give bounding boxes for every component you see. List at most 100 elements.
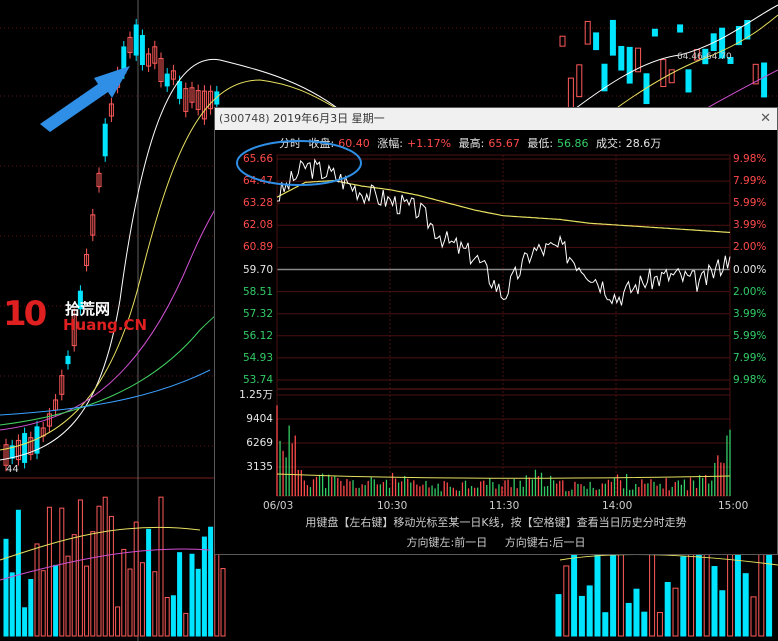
bg-candle <box>601 63 608 92</box>
watermark-logo: 10 拾荒网 Huang.CN <box>3 294 147 344</box>
bg-candle <box>719 27 726 59</box>
bg-volume-bar <box>53 564 59 637</box>
bg-candle <box>660 59 667 88</box>
percent-tick-label: 3.99% <box>733 307 767 320</box>
bg-candle <box>127 36 133 54</box>
bg-candle <box>744 20 751 40</box>
change-value: +1.17% <box>406 137 452 150</box>
bg-volume-bar <box>102 496 108 637</box>
bg-volume-bar <box>750 596 757 637</box>
bottom-left-number: 44 <box>6 464 19 475</box>
bg-candle <box>668 69 675 84</box>
stock-code: (300748) <box>219 112 270 125</box>
watermark-en: Huang.CN <box>63 316 148 334</box>
bg-candle <box>121 46 127 74</box>
price-tick-label: 63.28 <box>242 197 273 210</box>
bg-candle <box>158 58 164 82</box>
bg-volume-bar <box>711 566 718 637</box>
bg-candle <box>22 433 28 463</box>
bg-candle <box>761 62 768 98</box>
price-tick-label: 62.08 <box>242 219 273 232</box>
bg-volume-bar <box>220 568 226 637</box>
bg-volume-bar <box>586 585 593 637</box>
bg-candle <box>177 81 183 99</box>
percent-tick-label: 0.00% <box>733 263 767 276</box>
bg-candle <box>609 19 616 56</box>
bg-volume-bar <box>59 507 65 637</box>
bg-volume-bar <box>183 612 189 637</box>
bg-candle <box>3 444 9 466</box>
volume-ma-line <box>276 473 731 479</box>
bg-candle <box>593 32 600 51</box>
footer-hint: 用键盘【左右键】移动光标至某一日K线，按【空格键】查看当日历史分时走势 <box>305 516 687 529</box>
bg-candle <box>77 290 83 310</box>
bg-volume-bar <box>177 552 183 637</box>
percent-tick-label: 7.99% <box>733 175 767 188</box>
close-icon[interactable]: ✕ <box>760 111 771 126</box>
bg-volume-bar <box>77 499 83 637</box>
bg-volume-bar <box>641 611 648 637</box>
bg-candle <box>735 26 742 46</box>
price-tick-label: 54.93 <box>242 351 273 364</box>
bg-candle <box>189 87 195 103</box>
bg-volume-bar <box>201 536 207 637</box>
bg-volume-bar <box>164 597 170 637</box>
price-tick-label: 64.47 <box>242 175 273 188</box>
bg-volume-bar <box>22 607 28 637</box>
percent-tick-label: 2.00% <box>733 241 767 254</box>
volume-tick-label: 9404 <box>246 413 273 425</box>
bg-price-readout: 64.46-64.70 <box>677 52 732 62</box>
price-tick-label: 65.66 <box>242 153 273 165</box>
bg-candle <box>576 64 583 98</box>
bg-volume-bar <box>34 543 40 637</box>
bg-volume-bar <box>664 582 671 637</box>
bg-volume-bar <box>158 496 164 637</box>
bg-ma-line <box>559 4 778 121</box>
low-value: 56.86 <box>557 137 589 150</box>
bg-volume-bar <box>563 565 570 637</box>
bg-candle <box>201 90 207 120</box>
bg-ma-line <box>0 369 211 416</box>
bg-volume-bar <box>40 570 46 637</box>
time-tick-label: 14:00 <box>602 500 633 512</box>
bg-candle <box>170 70 176 80</box>
bg-candle <box>15 439 21 461</box>
price-line <box>276 158 731 306</box>
bg-candle <box>584 20 591 45</box>
label-high: 最高: <box>458 137 485 150</box>
bg-volume-bar <box>602 612 609 637</box>
price-tick-label: 60.89 <box>242 241 273 254</box>
bg-candle <box>618 45 625 71</box>
bg-candle <box>677 24 684 33</box>
bg-volume-bar <box>71 534 77 637</box>
bg-candle <box>133 24 139 56</box>
popup-weekday: 星期一 <box>351 112 385 125</box>
bg-volume-bar <box>121 548 127 637</box>
bg-candle <box>752 63 759 85</box>
bg-volume-ma <box>0 548 211 581</box>
bg-candle <box>90 214 96 236</box>
footer-nav: 方向键左:前一日 方向键右:后一日 <box>215 534 777 550</box>
bg-candle <box>567 77 574 111</box>
bg-candle <box>643 73 650 105</box>
watermark-cn: 拾荒网 <box>65 300 111 318</box>
bg-volume-bar <box>84 565 90 637</box>
bg-volume-bar <box>578 595 585 637</box>
bg-volume-bar <box>189 553 195 637</box>
bg-volume-bar <box>633 588 640 637</box>
bg-volume-bar <box>170 595 176 637</box>
bg-candle <box>139 35 145 65</box>
popup-titlebar[interactable]: (300748) 2019年6月3日 星期一 ✕ <box>215 108 777 130</box>
intraday-popup[interactable]: (300748) 2019年6月3日 星期一 ✕ 分时 收盘: 60.40 涨幅:… <box>214 107 778 555</box>
bg-candle <box>164 73 170 87</box>
price-tick-label: 59.70 <box>242 263 273 276</box>
bg-candle <box>727 56 734 64</box>
price-tick-label: 56.12 <box>242 329 273 342</box>
bg-candle <box>59 375 65 395</box>
bg-volume-bar <box>571 547 578 637</box>
bg-volume-bar <box>9 572 15 637</box>
intraday-chart[interactable] <box>215 108 777 554</box>
bg-volume-ma <box>0 526 201 561</box>
bg-candle <box>146 53 152 67</box>
bg-volume-bar <box>758 541 765 637</box>
